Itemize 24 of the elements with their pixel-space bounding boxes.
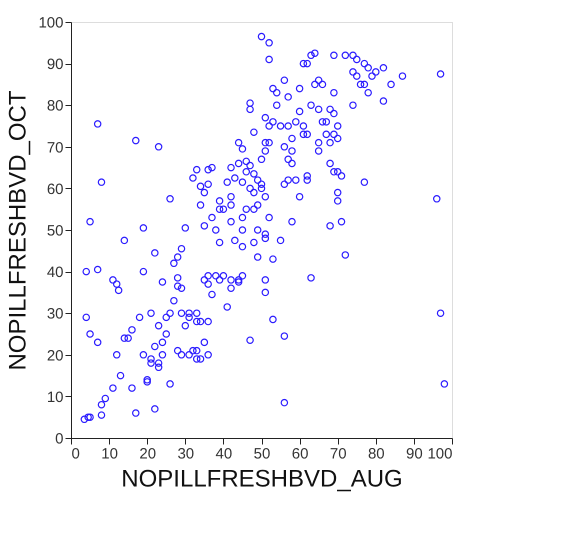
x-tick-label: 90 — [406, 446, 423, 462]
x-tick-label: 70 — [330, 446, 347, 462]
x-tick-label: 60 — [292, 446, 308, 462]
y-tick-label: 50 — [46, 222, 64, 240]
x-tick-label: 80 — [368, 446, 385, 462]
y-tick-label: 60 — [46, 180, 64, 198]
y-tick-label: 70 — [46, 139, 64, 156]
x-tick-label: 10 — [101, 446, 118, 462]
y-tick-label: 100 — [38, 14, 64, 32]
x-tick-label: 20 — [139, 446, 156, 462]
y-tick-label: 20 — [46, 347, 64, 364]
x-tick-label: 30 — [177, 446, 194, 462]
y-axis-title: NOPILLFRESHBVD_OCT — [4, 90, 32, 371]
x-tick-label: 50 — [254, 446, 270, 462]
y-tick-label: 80 — [46, 98, 64, 115]
x-axis-title: NOPILLFRESHBVD_AUG — [121, 466, 403, 492]
x-tick-label: 40 — [216, 446, 232, 462]
y-tick-label: 90 — [46, 56, 64, 74]
y-tick-label: 30 — [46, 306, 64, 323]
x-tick-label: 0 — [72, 446, 80, 462]
x-tick-label: 100 — [427, 446, 452, 462]
y-tick-label: 0 — [55, 430, 64, 448]
y-tick-label: 40 — [46, 264, 64, 282]
y-tick-label: 10 — [46, 388, 64, 406]
